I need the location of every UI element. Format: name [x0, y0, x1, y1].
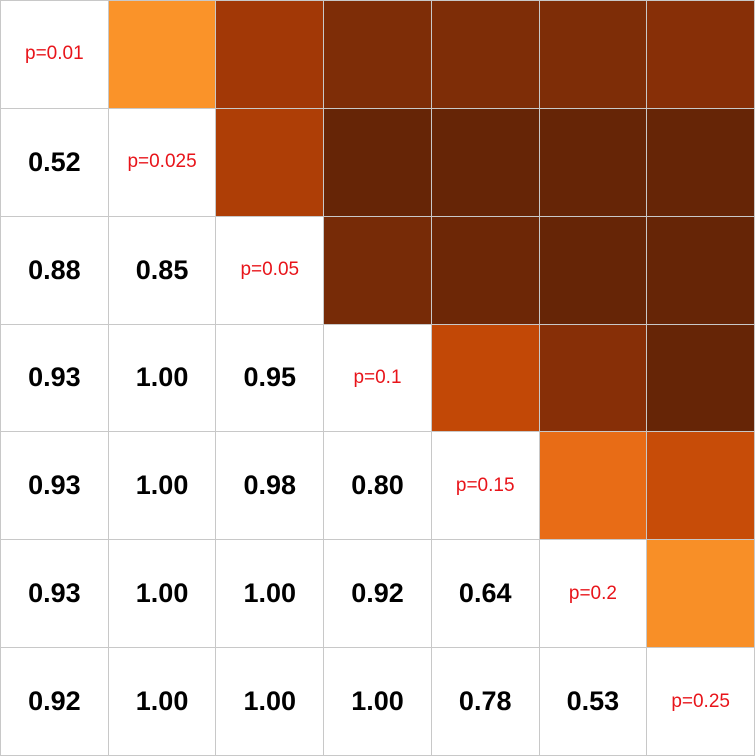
value-cell: 0.88 — [1, 216, 108, 324]
color-cell — [108, 1, 216, 108]
value-cell: 0.78 — [431, 648, 539, 755]
value-cell: 0.98 — [216, 432, 324, 540]
color-cell — [324, 216, 431, 324]
color-cell — [539, 108, 647, 216]
value-cell: 1.00 — [216, 648, 324, 755]
color-cell — [539, 1, 647, 108]
value-cell: 0.95 — [216, 324, 324, 432]
value-cell: 0.93 — [1, 540, 108, 648]
color-cell — [324, 108, 431, 216]
diagonal-label: p=0.1 — [324, 324, 431, 432]
value-cell: 0.64 — [431, 540, 539, 648]
diagonal-label: p=0.2 — [539, 540, 647, 648]
value-cell: 1.00 — [216, 540, 324, 648]
color-cell — [431, 324, 539, 432]
color-cell — [539, 432, 647, 540]
diagonal-label: p=0.25 — [647, 648, 754, 755]
value-cell: 1.00 — [324, 648, 431, 755]
value-cell: 0.93 — [1, 432, 108, 540]
value-cell: 0.92 — [324, 540, 431, 648]
diagonal-label: p=0.01 — [1, 1, 108, 108]
color-cell — [324, 1, 431, 108]
value-cell: 1.00 — [108, 540, 216, 648]
color-cell — [647, 216, 754, 324]
color-cell — [647, 432, 754, 540]
diagonal-label: p=0.025 — [108, 108, 216, 216]
value-cell: 0.80 — [324, 432, 431, 540]
diagonal-label: p=0.05 — [216, 216, 324, 324]
value-cell: 1.00 — [108, 324, 216, 432]
value-cell: 1.00 — [108, 648, 216, 755]
color-cell — [647, 108, 754, 216]
color-cell — [216, 1, 324, 108]
color-cell — [431, 216, 539, 324]
color-cell — [431, 108, 539, 216]
value-cell: 0.92 — [1, 648, 108, 755]
value-cell: 0.85 — [108, 216, 216, 324]
value-cell: 0.93 — [1, 324, 108, 432]
color-cell — [647, 540, 754, 648]
color-cell — [647, 1, 754, 108]
value-cell: 0.53 — [539, 648, 647, 755]
color-cell — [539, 216, 647, 324]
color-cell — [431, 1, 539, 108]
diagonal-label: p=0.15 — [431, 432, 539, 540]
color-cell — [539, 324, 647, 432]
color-cell — [647, 324, 754, 432]
color-cell — [216, 108, 324, 216]
value-cell: 0.52 — [1, 108, 108, 216]
value-cell: 1.00 — [108, 432, 216, 540]
